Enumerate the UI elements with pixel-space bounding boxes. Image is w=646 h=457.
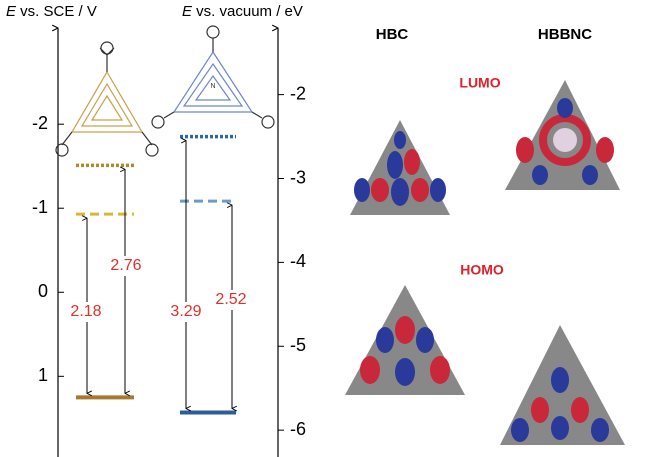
tick-label: -4 (290, 251, 306, 271)
gap-label: 2.18 (70, 303, 101, 320)
tick-label: -2 (32, 113, 48, 133)
hbbnc-structure: N (151, 25, 275, 129)
svg-text:N: N (210, 83, 215, 90)
tick-label: -1 (32, 197, 48, 217)
molecule-name: HBC (376, 26, 409, 43)
tick-label: -5 (290, 335, 306, 355)
tick-label: 0 (38, 281, 48, 301)
gap-label: 2.52 (215, 291, 246, 308)
tick-label: -2 (290, 83, 306, 103)
lumo-label: LUMO (459, 75, 500, 91)
hbbnc-homo-orbital (500, 325, 625, 445)
gap-label-bg (106, 256, 146, 276)
hbc-homo-orbital (345, 285, 465, 395)
gap-label: 2.76 (110, 257, 141, 274)
tick-label: -6 (290, 419, 306, 439)
left-axis-label: E vs. SCE / V (6, 3, 97, 20)
gap-label-bg (166, 302, 206, 322)
hbbnc-lumo-orbital (505, 80, 620, 190)
molecule-name: HBBNC (538, 26, 592, 43)
homo-label: HOMO (460, 262, 504, 278)
gap-label-bg (211, 290, 251, 310)
gap-label: 3.29 (170, 303, 201, 320)
hbc-lumo-orbital (350, 120, 450, 215)
tick-label: 1 (38, 365, 48, 385)
gap-label-bg (66, 302, 106, 322)
tick-label: -3 (290, 167, 306, 187)
right-axis-label: E vs. vacuum / eV (182, 3, 303, 20)
hbc-structure (55, 41, 159, 157)
